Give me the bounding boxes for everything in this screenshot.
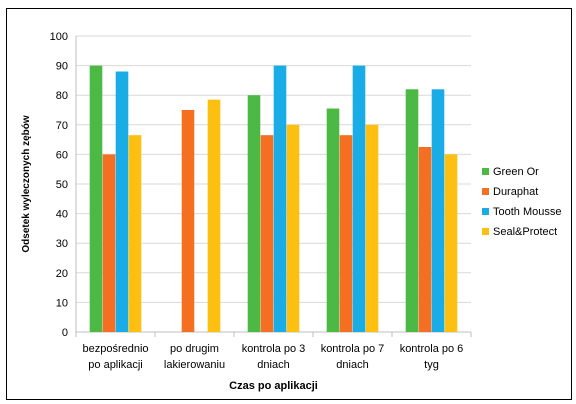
x-tick-label: kontrola po 7 xyxy=(321,343,385,355)
bar-tooth-mousse xyxy=(273,65,287,332)
y-tick-label: 100 xyxy=(50,31,68,43)
x-tick-label: po drugim xyxy=(170,343,219,355)
y-tick-label: 50 xyxy=(56,179,68,191)
bar-duraphat xyxy=(260,135,274,332)
y-tick-label: 20 xyxy=(56,268,68,280)
bar-seal-protect xyxy=(286,124,300,332)
y-tick-label: 30 xyxy=(56,238,68,250)
y-tick-label: 40 xyxy=(56,209,68,221)
x-tick-label: kontrola po 6 xyxy=(400,343,464,355)
bar-green-or xyxy=(247,95,261,332)
bar-chart: 0 10 20 30 40 50 60 70 80 90 100 bezpośrednio po apl… xyxy=(21,31,561,392)
y-tick-label: 60 xyxy=(56,149,68,161)
y-tick-label: 70 xyxy=(56,120,68,132)
bar-tooth-mousse xyxy=(115,71,129,332)
bar-duraphat xyxy=(339,135,353,332)
bar-green-or xyxy=(405,89,419,332)
x-tick-label: po aplikacji xyxy=(88,359,142,371)
legend-label: Green Or xyxy=(493,166,539,178)
x-tick-label: lakierowaniu xyxy=(164,359,225,371)
x-tick-label: kontrola po 3 xyxy=(242,343,306,355)
bar-duraphat xyxy=(181,110,195,332)
legend-swatch xyxy=(482,228,489,235)
x-axis-title: Czas po aplikacji xyxy=(229,380,318,392)
bar-duraphat xyxy=(418,147,432,332)
legend-swatch xyxy=(482,208,489,215)
legend-swatch xyxy=(482,168,489,175)
y-tick-label: 0 xyxy=(62,327,68,339)
legend-label: Tooth Mousse xyxy=(493,206,561,218)
y-tick-label: 80 xyxy=(56,90,68,102)
bar-duraphat xyxy=(102,154,116,332)
y-axis-title: Odsetek wyleczonych zębów xyxy=(21,115,32,252)
bar-green-or xyxy=(89,65,103,332)
legend-label: Duraphat xyxy=(493,186,538,198)
x-tick-label: tyg xyxy=(424,359,439,371)
chart-frame: 0 10 20 30 40 50 60 70 80 90 100 bezpośrednio po apl… xyxy=(6,8,572,400)
bar-tooth-mousse xyxy=(431,89,445,332)
y-tick-label: 10 xyxy=(56,297,68,309)
x-tick-label: dniach xyxy=(257,359,289,371)
legend-swatch xyxy=(482,188,489,195)
y-tick-label: 90 xyxy=(56,61,68,73)
bar-tooth-mousse xyxy=(352,65,366,332)
x-tick-label: bezpośrednio xyxy=(82,343,148,355)
bar-green-or xyxy=(326,108,340,333)
x-tick-label: dniach xyxy=(336,359,368,371)
bar-seal-protect xyxy=(128,135,142,332)
legend-label: Seal&Protect xyxy=(493,226,557,238)
bar-seal-protect xyxy=(207,99,221,332)
bar-seal-protect xyxy=(444,154,458,332)
bar-seal-protect xyxy=(365,124,379,332)
